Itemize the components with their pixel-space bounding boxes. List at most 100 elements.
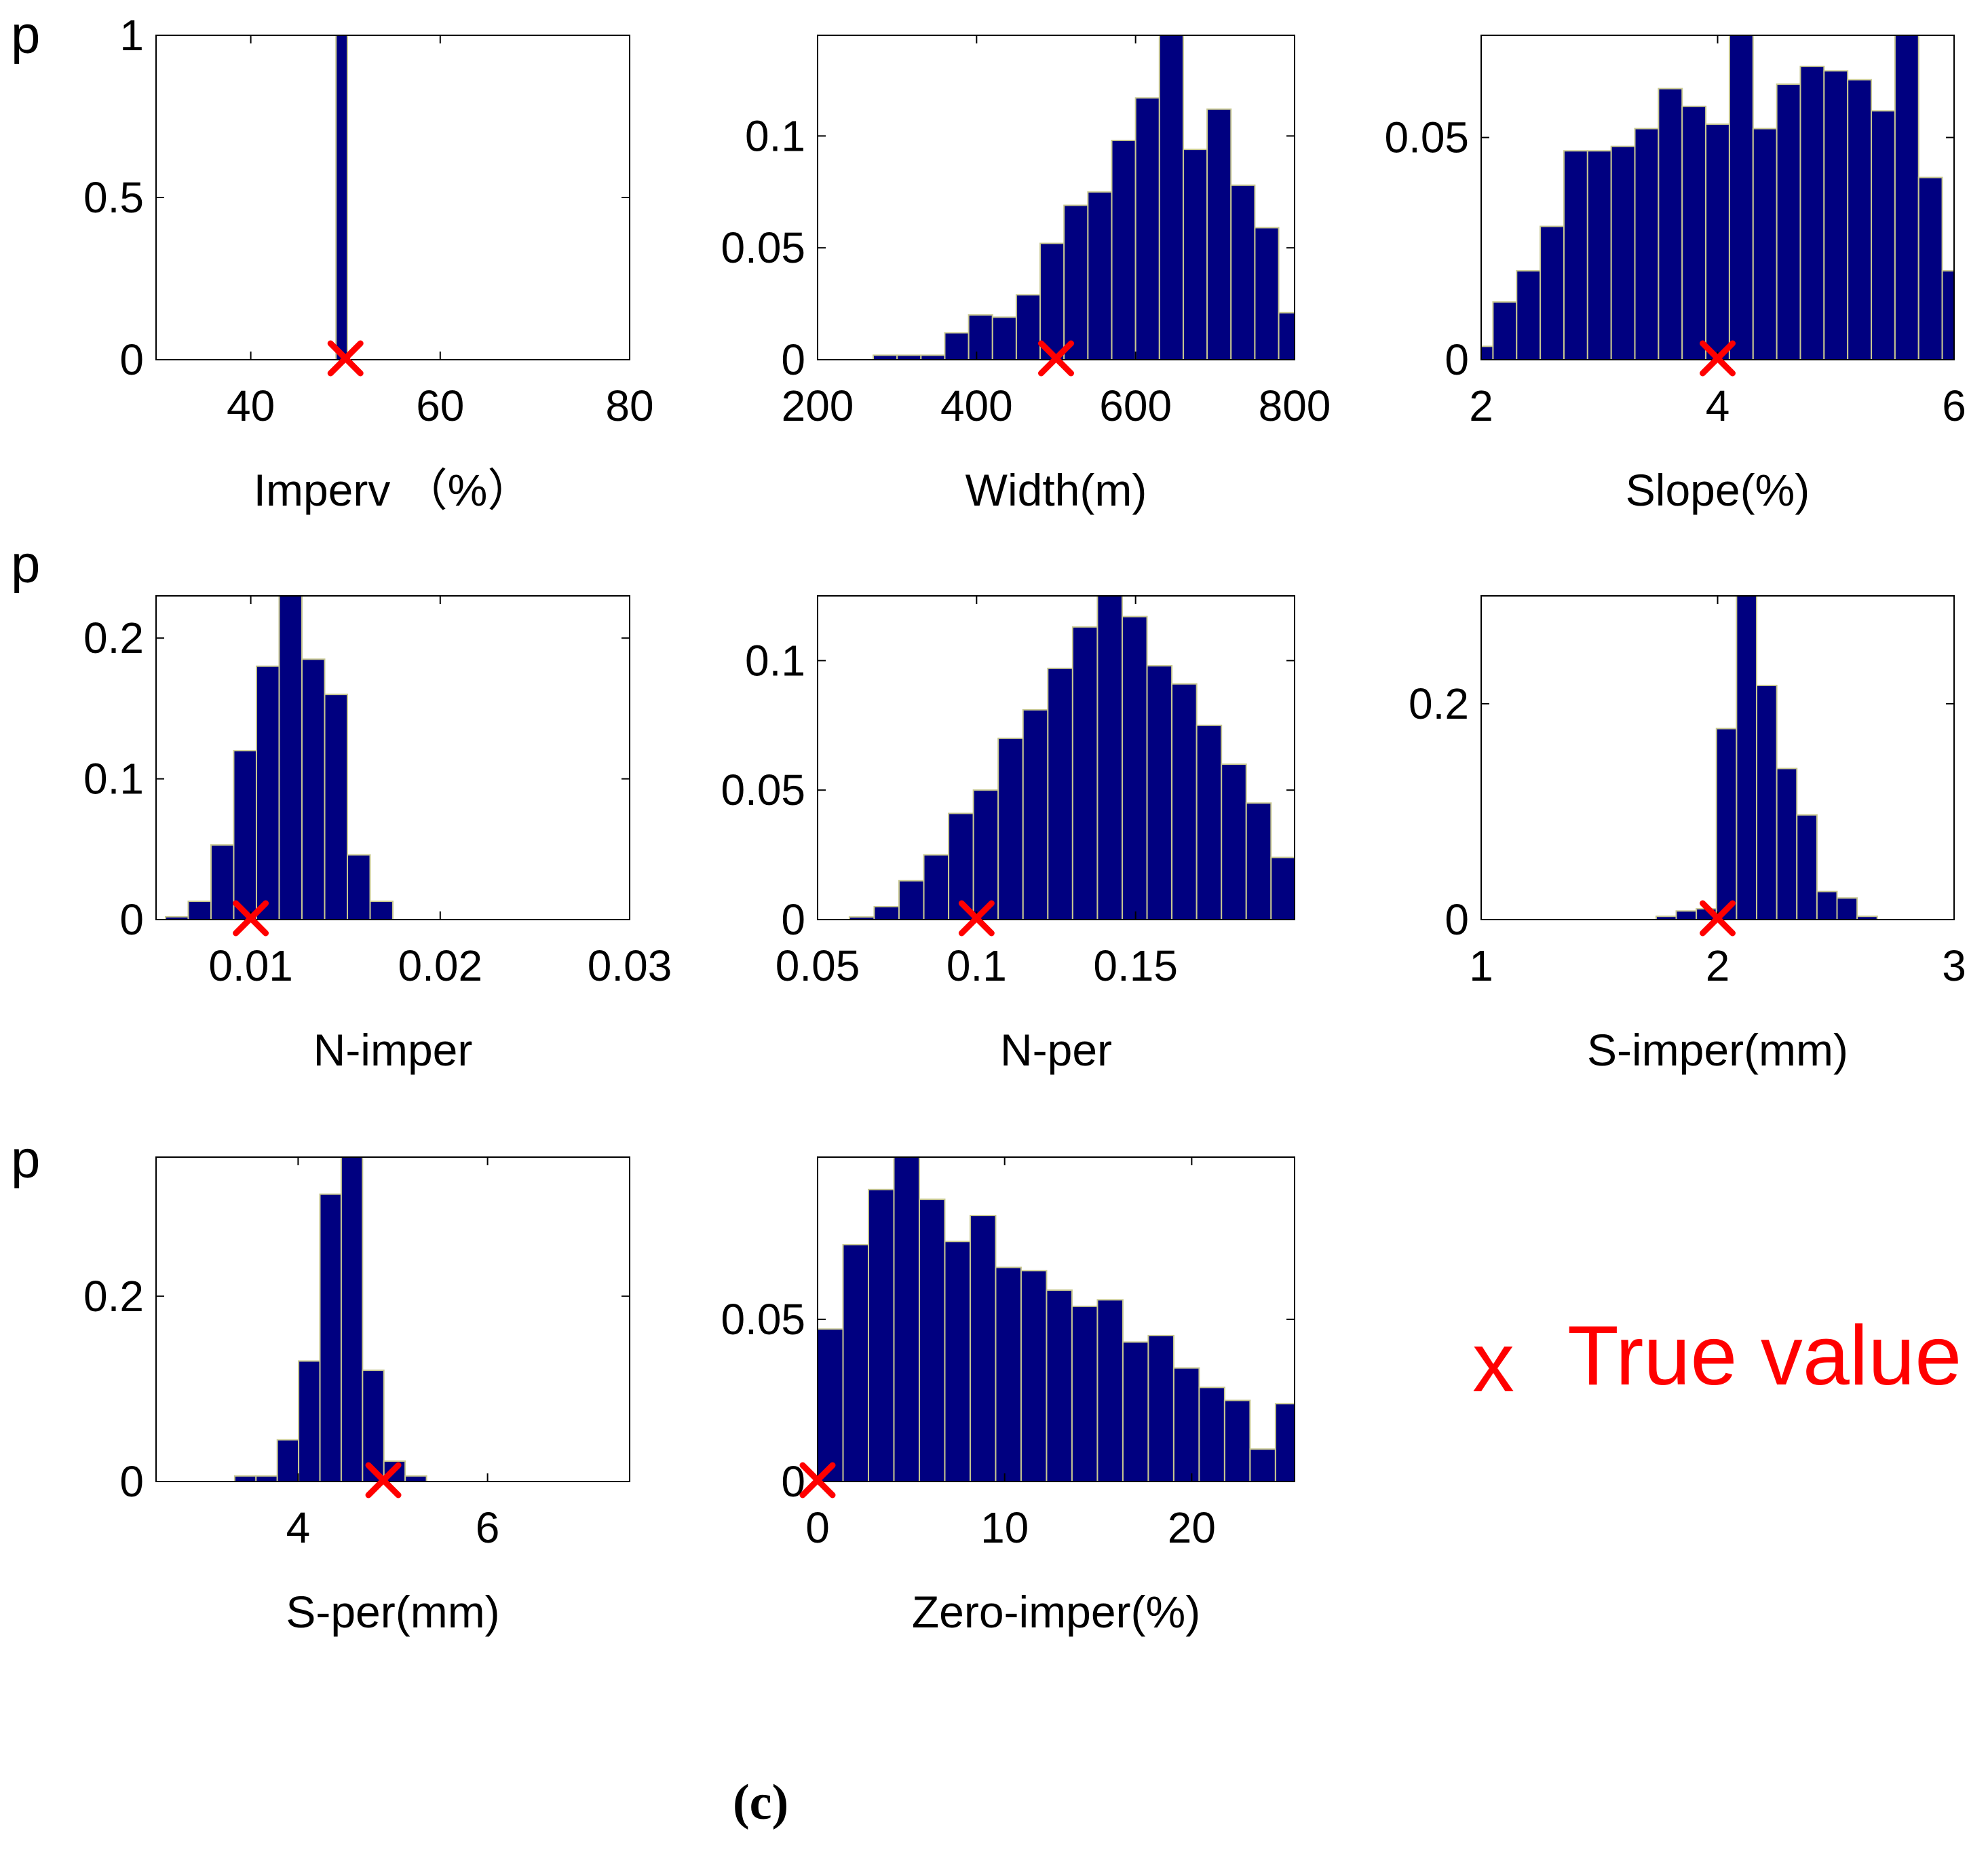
histogram-bar (276, 1439, 300, 1482)
legend-marker: x (1472, 1316, 1514, 1410)
x-tick-label: 400 (940, 381, 1013, 430)
histogram-bar (1563, 150, 1588, 360)
histogram-bar (1111, 139, 1136, 360)
histogram-bar (1296, 878, 1321, 920)
histogram-bar (918, 1199, 946, 1482)
bars (1655, 596, 1878, 920)
histogram-bar (335, 35, 348, 360)
histogram-bar (346, 854, 371, 920)
histogram-bar (944, 332, 970, 360)
y-tick-label: 0 (119, 1457, 144, 1506)
subplot-imperv: 40 60 80 0 0.5 1 Imperv （%） (83, 11, 654, 515)
histogram-bar (1658, 88, 1683, 360)
subplot-width: 200 400 600 800 0 0.05 0.1 Width(m) (721, 35, 1331, 515)
histogram-bar (1894, 35, 1919, 360)
histogram-bar (1196, 724, 1223, 920)
histogram-bar (298, 1360, 321, 1482)
histogram-bar (324, 694, 348, 920)
figure-caption: (c) (733, 1775, 788, 1830)
bars (873, 35, 1295, 360)
histogram-bar (1715, 728, 1738, 920)
histogram-bar (255, 665, 280, 920)
histogram-bar (1122, 1341, 1149, 1482)
y-tick-label: 0 (119, 335, 144, 384)
histogram-bar (1752, 128, 1778, 360)
histogram-bar (997, 737, 1024, 920)
x-tick-label: 0.01 (208, 941, 293, 990)
histogram-bar (1206, 108, 1232, 360)
histogram-bar (1270, 856, 1295, 920)
y-tick-label: 0.05 (1384, 113, 1469, 162)
histogram-bar (1610, 145, 1636, 360)
histogram-bar (1249, 1448, 1276, 1482)
true-value-marker (327, 340, 364, 377)
x-tick-label: 2 (1706, 941, 1730, 990)
histogram-bar (1230, 184, 1256, 360)
histogram-bar (1245, 802, 1272, 920)
true-value-marker (233, 900, 269, 937)
y-tick-label: 0.05 (721, 1295, 805, 1344)
histogram-bar (995, 1266, 1022, 1482)
axes-frame (817, 595, 1295, 920)
histogram-bar (1586, 150, 1612, 360)
histogram-bar (1756, 684, 1778, 920)
x-tick-label: 0 (805, 1503, 830, 1552)
y-tick-label: 0.5 (83, 173, 144, 222)
x-tick-label: 20 (1168, 1503, 1216, 1552)
histogram-bar (1301, 1430, 1326, 1482)
y-tick-label: 0 (119, 895, 144, 944)
histogram-bar (1492, 301, 1518, 360)
x-tick-label: 0.1 (947, 941, 1007, 990)
histogram-bar (972, 789, 999, 920)
x-tick-label: 1 (1469, 941, 1493, 990)
true-value-marker (1700, 900, 1736, 937)
histogram-bar (233, 750, 257, 920)
y-tick-label: 0 (1445, 895, 1469, 944)
x-tick-label: 6 (476, 1503, 500, 1552)
true-value-marker (365, 1462, 402, 1498)
histogram-bar (1274, 1403, 1295, 1482)
histogram-bar (1705, 123, 1730, 360)
histogram-bar (893, 1157, 920, 1482)
x-tick-label: 3 (1942, 941, 1966, 990)
histogram-bar (1071, 626, 1098, 920)
bars (818, 1157, 1402, 1482)
x-axis-label: N-per (1000, 1025, 1112, 1075)
histogram-bar (1158, 35, 1184, 360)
histogram-bar (1728, 35, 1754, 360)
y-tick-label: 1 (119, 11, 144, 60)
histogram-bar (319, 1193, 342, 1482)
legend-label: True value (1567, 1309, 1962, 1403)
histogram-bar (1681, 105, 1707, 360)
histogram-bar (404, 1475, 427, 1482)
y-tick-label: 0 (781, 335, 805, 384)
histogram-bar (1516, 270, 1542, 360)
histogram-bar (1377, 1475, 1402, 1482)
y-tick-label: 0.2 (83, 614, 144, 662)
histogram-bar (944, 1241, 971, 1482)
histogram-bar (1675, 910, 1698, 920)
true-value-marker (1700, 340, 1736, 377)
histogram-bar (1847, 79, 1873, 360)
histogram-bar (1146, 665, 1173, 920)
y-tick-label: 0.1 (83, 755, 144, 804)
histogram-bar (1776, 768, 1798, 920)
histogram-bar (923, 854, 950, 920)
true-value-marker (799, 1462, 836, 1498)
histogram-bar (1182, 149, 1208, 360)
x-tick-label: 60 (416, 381, 464, 430)
subplot-slope: 2 4 6 0 0.05 Slope(%) (1384, 35, 1966, 515)
histogram-bar (1871, 110, 1896, 360)
axes-frame (155, 35, 630, 360)
x-tick-label: 0.05 (776, 941, 860, 990)
x-axis-label: Imperv （%） (254, 465, 533, 515)
x-tick-label: 600 (1099, 381, 1172, 430)
axes-frame (155, 1156, 630, 1482)
x-tick-label: 800 (1259, 381, 1331, 430)
histogram-bar (1147, 1334, 1174, 1482)
histogram-bar (187, 901, 212, 920)
bars (164, 596, 394, 920)
